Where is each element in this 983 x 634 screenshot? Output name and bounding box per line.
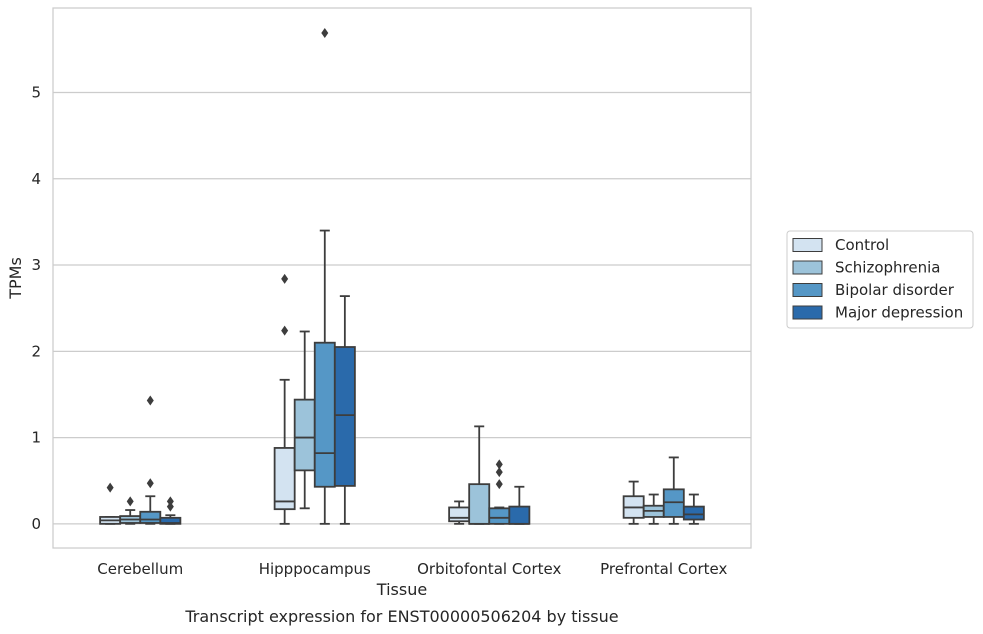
box-3-2 <box>662 456 685 525</box>
outlier-point <box>281 273 289 284</box>
box-3-0 <box>622 480 645 525</box>
outlier-point <box>126 496 134 507</box>
legend-swatch <box>792 305 823 320</box>
y-tick-label: 1 <box>31 429 41 447</box>
box-1-3 <box>333 295 356 525</box>
box-body <box>293 398 316 472</box>
outlier-point <box>495 479 503 490</box>
outlier-point <box>281 325 289 336</box>
y-tick-label: 4 <box>31 170 41 188</box>
legend-frame <box>786 230 974 329</box>
box-2-1 <box>468 425 491 525</box>
box-body <box>488 507 511 525</box>
box-0-1 <box>119 496 142 525</box>
box-2-0 <box>448 500 471 525</box>
x-tick-label: Orbitofontal Cortex <box>417 560 561 578</box>
legend-swatch <box>792 238 823 252</box>
outlier-point <box>166 496 174 507</box>
outlier-point <box>495 459 503 470</box>
legend-label: Control <box>835 236 889 254</box>
y-tick-label: 5 <box>31 84 41 102</box>
y-axis-title: TPMs <box>6 257 25 300</box>
legend-label: Schizophrenia <box>835 259 940 277</box>
box-2-3 <box>508 485 531 525</box>
chart-caption: Transcript expression for ENST0000050620… <box>184 607 618 626</box>
box-0-3 <box>159 496 182 525</box>
y-tick-label: 3 <box>31 256 41 274</box>
box-3-1 <box>642 493 665 525</box>
outlier-point <box>321 28 329 39</box>
y-tick-label: 2 <box>31 342 41 360</box>
box-body <box>333 346 356 487</box>
box-body <box>448 506 471 523</box>
box-body <box>682 505 705 521</box>
outlier-point <box>166 501 174 512</box>
box-2-2 <box>488 459 511 525</box>
y-tick-label: 0 <box>31 515 41 533</box>
x-axis-title: Tissue <box>376 580 427 599</box>
outlier-point <box>146 478 154 489</box>
outlier-point <box>495 467 503 478</box>
box-groups <box>99 28 705 525</box>
box-body <box>273 447 296 511</box>
box-3-3 <box>682 493 705 525</box>
box-body <box>313 341 336 488</box>
box-1-0 <box>273 273 296 525</box>
box-1-1 <box>293 330 316 510</box>
box-body <box>139 510 162 524</box>
legend-swatch <box>792 260 823 275</box>
box-body <box>468 483 491 525</box>
x-tick-label: Prefrontal Cortex <box>600 560 727 578</box>
box-0-2 <box>139 395 162 525</box>
box-body <box>508 505 531 525</box>
legend: Control Schizophrenia Bipolar disorder Majo… <box>786 230 974 329</box>
outlier-point <box>146 395 154 406</box>
legend-label: Major depression <box>835 304 963 322</box>
outlier-point <box>106 482 114 493</box>
x-tick-labels: Cerebellum Hipppocampus Orbitofontal Corte… <box>97 560 727 578</box>
x-tick-label: Cerebellum <box>97 560 183 578</box>
plot-frame <box>52 7 752 549</box>
grid-lines <box>53 91 751 525</box>
x-tick-label: Hipppocampus <box>259 560 371 578</box>
box-0-0 <box>99 482 122 525</box>
box-1-2 <box>313 28 336 525</box>
legend-swatch <box>792 283 823 297</box>
legend-label: Bipolar disorder <box>835 281 955 299</box>
y-tick-labels: 0 1 2 3 4 5 <box>31 84 41 533</box>
